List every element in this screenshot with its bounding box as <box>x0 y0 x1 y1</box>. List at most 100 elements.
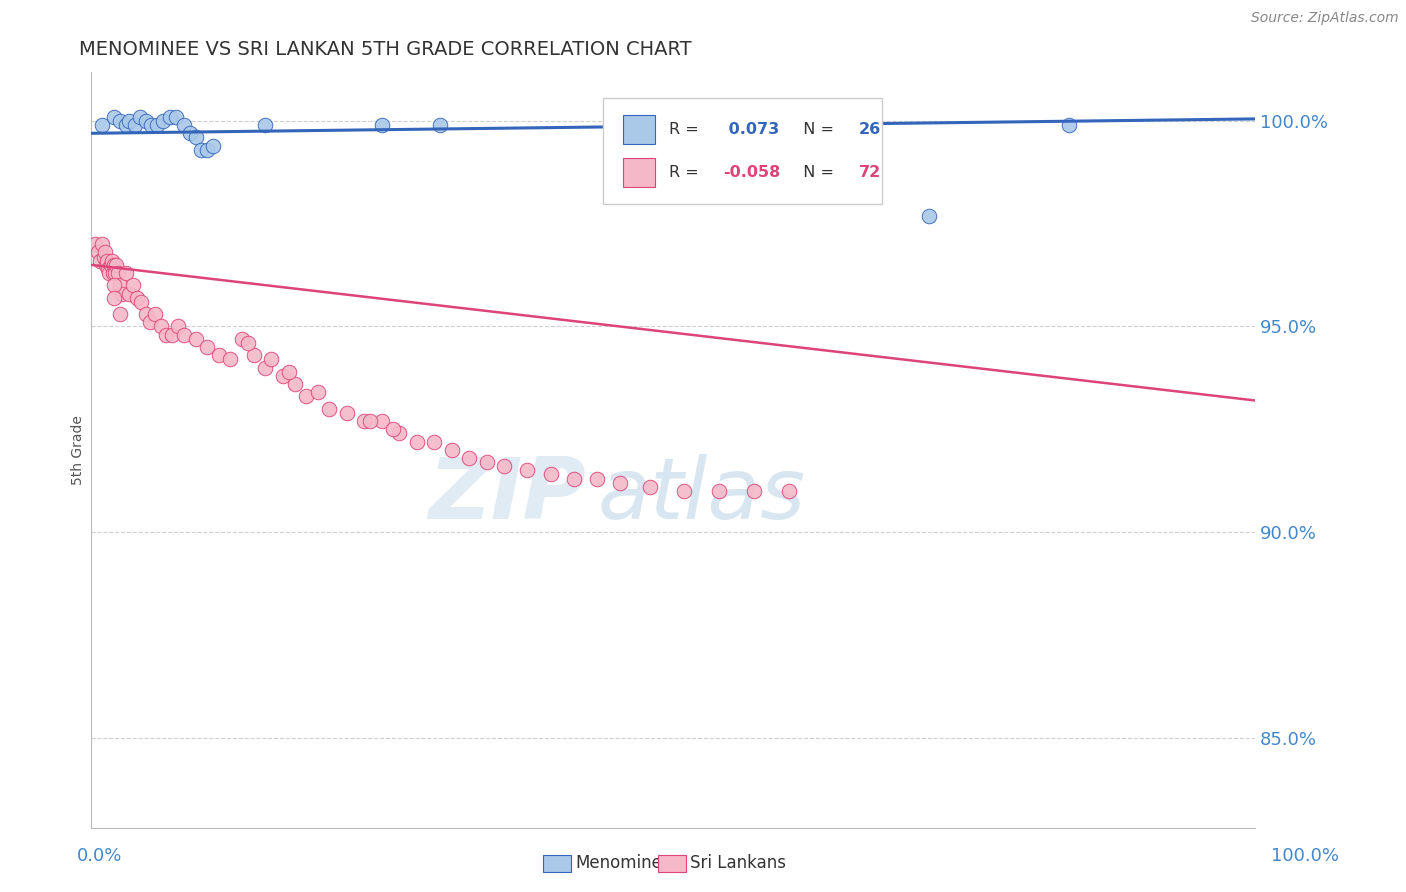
Text: -0.058: -0.058 <box>723 165 780 180</box>
Point <box>93 250 115 264</box>
Point <box>388 426 411 441</box>
Point <box>114 118 136 132</box>
Point <box>353 414 375 428</box>
FancyBboxPatch shape <box>603 98 883 204</box>
Point <box>540 467 562 482</box>
Point <box>159 110 181 124</box>
Point <box>111 286 134 301</box>
Point <box>359 414 381 428</box>
Point <box>89 253 111 268</box>
Text: Sri Lankans: Sri Lankans <box>690 855 786 872</box>
Point <box>101 266 124 280</box>
Point <box>105 258 128 272</box>
Point <box>475 455 498 469</box>
Y-axis label: 5th Grade: 5th Grade <box>72 415 86 484</box>
Text: N =: N = <box>793 165 839 180</box>
Point <box>236 335 259 350</box>
Point <box>155 327 177 342</box>
Point <box>429 118 451 132</box>
Text: Source: ZipAtlas.com: Source: ZipAtlas.com <box>1251 11 1399 25</box>
Point <box>673 483 696 498</box>
Text: 26: 26 <box>859 122 882 137</box>
Point <box>307 385 329 400</box>
Point <box>103 291 125 305</box>
Point <box>440 442 463 457</box>
Point <box>100 253 122 268</box>
Point <box>108 114 131 128</box>
Point <box>134 307 156 321</box>
Point <box>562 472 585 486</box>
Point <box>208 348 231 362</box>
Bar <box>623 158 655 187</box>
Point <box>96 253 118 268</box>
Point <box>219 352 242 367</box>
Point <box>149 319 172 334</box>
Point <box>103 258 125 272</box>
Point <box>94 258 117 272</box>
Text: ZIP: ZIP <box>427 454 585 537</box>
Point <box>173 118 195 132</box>
Point <box>108 307 131 321</box>
Point <box>124 118 146 132</box>
Text: 0.073: 0.073 <box>723 122 779 137</box>
Point <box>254 360 277 375</box>
Text: N =: N = <box>793 122 839 137</box>
Point <box>516 463 538 477</box>
Point <box>97 261 120 276</box>
Text: Menominee: Menominee <box>575 855 672 872</box>
Point <box>108 278 131 293</box>
Point <box>143 307 166 321</box>
Point <box>146 118 169 132</box>
Point <box>742 483 765 498</box>
Bar <box>623 115 655 144</box>
Point <box>121 278 143 293</box>
Point <box>586 472 609 486</box>
Point <box>167 319 190 334</box>
Text: R =: R = <box>669 165 704 180</box>
Point <box>103 278 125 293</box>
Point <box>84 237 107 252</box>
Point <box>107 266 129 280</box>
Point <box>128 110 150 124</box>
Text: atlas: atlas <box>598 454 806 537</box>
Point <box>87 245 110 260</box>
Point <box>104 266 127 280</box>
Point <box>336 406 359 420</box>
Point <box>179 126 201 140</box>
Point <box>423 434 446 449</box>
Point <box>277 365 299 379</box>
Point <box>173 327 195 342</box>
Text: 72: 72 <box>859 165 882 180</box>
Point <box>162 327 184 342</box>
Point <box>165 110 187 124</box>
Point <box>492 459 515 474</box>
Point <box>114 266 136 280</box>
Point <box>129 294 152 309</box>
Point <box>260 352 283 367</box>
Point <box>103 110 125 124</box>
Point <box>98 266 121 280</box>
Text: R =: R = <box>669 122 704 137</box>
Text: 100.0%: 100.0% <box>1271 847 1339 865</box>
Point <box>202 138 225 153</box>
Point <box>271 368 294 383</box>
Point <box>94 245 117 260</box>
Point <box>254 118 277 132</box>
Point <box>91 237 114 252</box>
Point <box>242 348 264 362</box>
Point <box>118 114 141 128</box>
Point <box>190 143 212 157</box>
Point <box>184 130 207 145</box>
Point <box>778 483 800 498</box>
Point <box>127 291 149 305</box>
Point <box>382 422 405 436</box>
Point <box>184 332 207 346</box>
Point <box>134 114 156 128</box>
Point <box>295 389 318 403</box>
Text: MENOMINEE VS SRI LANKAN 5TH GRADE CORRELATION CHART: MENOMINEE VS SRI LANKAN 5TH GRADE CORREL… <box>79 40 692 59</box>
Point <box>100 258 122 272</box>
Point <box>139 315 162 329</box>
Point <box>195 340 218 354</box>
Point <box>152 114 174 128</box>
Point <box>231 332 253 346</box>
